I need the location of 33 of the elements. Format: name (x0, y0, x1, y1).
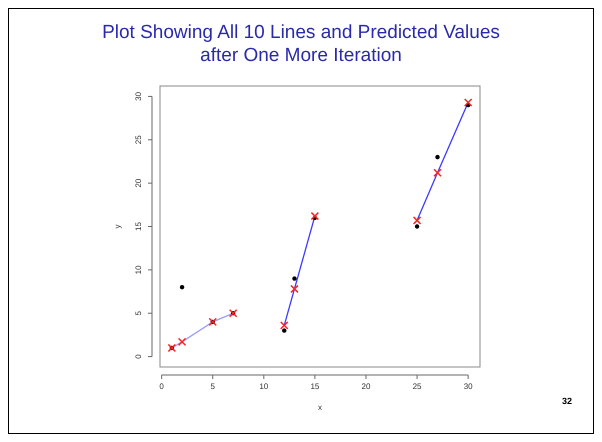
x-tick-label: 30 (464, 382, 474, 391)
point (310, 212, 320, 220)
x-tick-label: 5 (210, 382, 216, 391)
y-tick-label: 15 (134, 222, 143, 231)
point (412, 216, 422, 225)
y-tick-label: 30 (134, 91, 143, 101)
point (208, 318, 217, 326)
point (435, 154, 440, 160)
point (282, 328, 286, 333)
y-axis-title: y (113, 224, 122, 228)
point (464, 98, 472, 107)
line-series (171, 312, 234, 349)
y-tick-label: 10 (134, 264, 143, 274)
y-tick-label: 25 (134, 134, 143, 144)
point (292, 276, 297, 281)
x-axis-title: x (318, 403, 322, 412)
x-tick-label: 25 (412, 382, 422, 391)
y-tick-label: 20 (134, 178, 143, 188)
x-tick-label: 10 (259, 382, 269, 391)
point (433, 168, 442, 177)
y-tick-label: 5 (134, 310, 143, 316)
text: 32 (562, 396, 572, 406)
point (414, 224, 420, 229)
chart-title: Plot Showing All 10 Lines and Predicted Values after One More Iteration (102, 22, 500, 66)
y-tick-label: 0 (134, 354, 143, 359)
point (178, 338, 186, 346)
point (290, 284, 299, 294)
point (180, 285, 184, 290)
point (280, 321, 288, 330)
point (228, 308, 238, 318)
x-tick-label: 0 (159, 382, 164, 391)
x-tick-label: 15 (310, 382, 320, 391)
x-tick-label: 20 (362, 382, 371, 391)
